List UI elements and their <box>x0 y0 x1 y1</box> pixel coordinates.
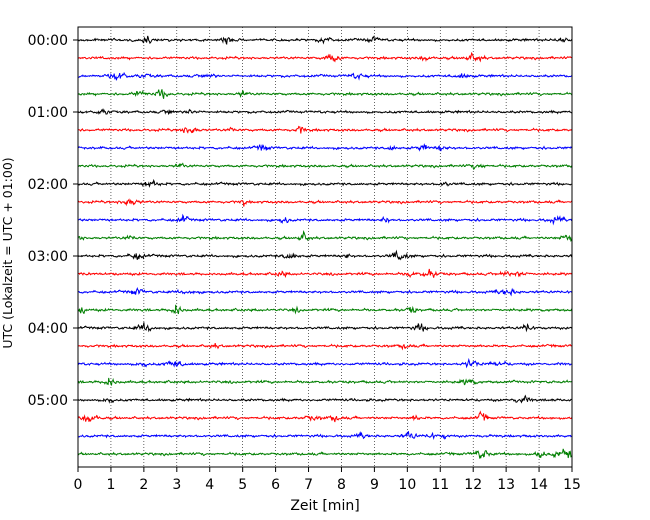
x-tick-label: 1 <box>106 477 115 493</box>
trace-line <box>77 213 572 226</box>
trace-layer <box>77 35 573 459</box>
trace-line <box>77 410 573 423</box>
grid-layer <box>110 27 540 467</box>
trace-line <box>77 377 573 386</box>
x-tick-label: 15 <box>563 477 581 493</box>
trace-line <box>77 249 573 261</box>
trace-line <box>77 162 573 171</box>
y-tick-label: 02:00 <box>28 177 68 193</box>
x-tick-label: 0 <box>74 477 83 493</box>
x-tick-label: 13 <box>497 477 515 493</box>
y-tick-label: 00:00 <box>28 33 68 49</box>
trace-line <box>77 125 573 134</box>
x-tick-label: 9 <box>370 477 379 493</box>
trace-line <box>77 286 573 297</box>
trace-line <box>77 304 573 315</box>
x-tick-label: 10 <box>398 477 416 493</box>
trace-line <box>77 430 573 440</box>
x-tick-label: 5 <box>238 477 247 493</box>
trace-line <box>77 357 573 369</box>
x-tick-label: 14 <box>530 477 548 493</box>
x-tick-label: 8 <box>337 477 346 493</box>
y-tick-label: 04:00 <box>28 321 68 337</box>
trace-line <box>77 230 573 242</box>
trace-line <box>77 198 573 207</box>
trace-line <box>77 342 573 351</box>
trace-line <box>77 448 573 459</box>
trace-line <box>77 143 573 152</box>
trace-line <box>77 51 573 63</box>
trace-line <box>77 108 573 116</box>
x-tick-label: 7 <box>304 477 313 493</box>
trace-line <box>77 178 572 188</box>
trace-line <box>77 322 573 333</box>
trace-line <box>77 35 573 46</box>
trace-line <box>77 71 573 81</box>
x-tick-label: 6 <box>271 477 280 493</box>
x-axis-label: Zeit [min] <box>290 498 359 514</box>
trace-line <box>77 89 573 99</box>
axes-frame <box>77 26 573 468</box>
x-tick-label: 11 <box>431 477 449 493</box>
y-tick-label: 03:00 <box>28 249 68 265</box>
x-tick-label: 3 <box>172 477 181 493</box>
y-axis-label: UTC (Lokalzeit = UTC + 01:00) <box>0 157 15 348</box>
tick-layer: 0 1 2 3 4 5 6 7 8 9 10 11 12 13 14 1500:0001:0002:0003:… <box>28 33 581 493</box>
trace-line <box>77 268 573 279</box>
y-tick-label: 01:00 <box>28 105 68 121</box>
x-tick-label: 12 <box>464 477 482 493</box>
x-tick-label: 2 <box>139 477 148 493</box>
x-tick-label: 4 <box>205 477 214 493</box>
y-tick-label: 05:00 <box>28 393 68 409</box>
trace-line <box>77 394 573 404</box>
